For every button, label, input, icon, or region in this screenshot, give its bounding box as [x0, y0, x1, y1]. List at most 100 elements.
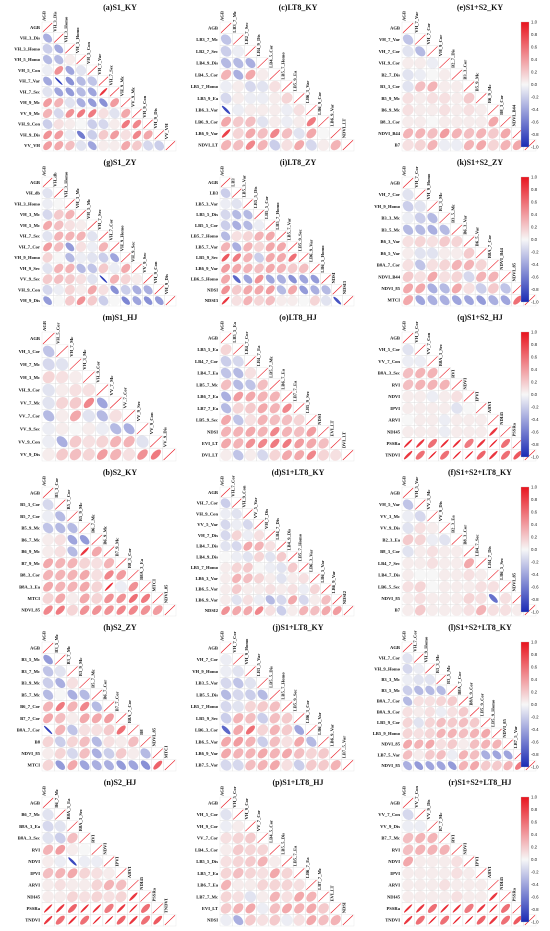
column-label: AGB	[42, 476, 47, 486]
diagonal-mark	[163, 448, 176, 461]
corr-ellipse	[245, 140, 256, 150]
corr-ellipse	[75, 220, 87, 231]
diagonal-mark	[439, 522, 450, 534]
colorbar-tick-label: 0.8	[531, 497, 538, 502]
corr-ellipse	[221, 414, 232, 425]
corr-ellipse	[103, 867, 115, 879]
corr-ellipse	[140, 760, 151, 770]
diagonal-mark	[402, 642, 413, 652]
column-label: LB4_7_Dis	[487, 546, 492, 568]
column-label: NDVI	[463, 378, 468, 390]
diagonal-mark	[76, 55, 86, 65]
corr-ellipse	[257, 748, 268, 759]
diagonal-mark	[115, 868, 127, 879]
corr-ellipse	[67, 832, 78, 844]
corr-ellipse	[67, 569, 78, 581]
corr-panel: (l)S1+S2+LT8_KYAGBVH_7_CorVH_9_HomoB3_3_…	[373, 623, 537, 772]
colorbar-tick-label: 0.2	[531, 690, 538, 695]
diagonal-mark	[488, 879, 499, 891]
corr-ellipse	[427, 844, 438, 855]
corr-ellipse	[451, 128, 462, 139]
panel-title: (p)S1+LT8_HJ	[273, 778, 324, 787]
diagonal-mark	[342, 140, 354, 151]
column-label: LB6_9_Var	[329, 724, 334, 747]
corr-ellipse	[403, 283, 414, 294]
corr-ellipse	[426, 557, 439, 569]
corr-ellipse	[43, 605, 53, 615]
diagonal-mark	[232, 34, 244, 45]
corr-ellipse	[55, 713, 66, 724]
row-label: VH_9_Cor	[197, 824, 218, 829]
corr-ellipse	[79, 724, 91, 736]
corr-ellipse	[143, 285, 153, 295]
corr-ellipse	[233, 391, 244, 402]
diagonal-mark	[427, 46, 438, 57]
row-label: LB4_7_Sec	[378, 561, 400, 566]
corr-ellipse	[269, 104, 281, 116]
corr-ellipse	[402, 653, 413, 664]
column-label: VV_7_Cor	[122, 387, 127, 408]
panel-title: (k)S1+S2_ZY	[457, 158, 504, 167]
corr-ellipse	[469, 717, 480, 728]
diagonal-mark	[330, 438, 342, 449]
corr-ellipse	[244, 449, 257, 461]
row-label: VV_7_Cor	[19, 413, 40, 418]
corr-ellipse	[245, 69, 256, 80]
column-label: B3_5_Mc	[450, 204, 455, 223]
corr-ellipse	[42, 65, 53, 76]
column-label: VH_9_Mc	[120, 76, 125, 96]
corr-ellipse	[414, 92, 426, 104]
corr-ellipse	[475, 259, 487, 271]
corr-ellipse	[476, 904, 486, 913]
corr-ellipse	[116, 915, 126, 925]
corr-ellipse	[299, 274, 309, 284]
column-label: B5_3_Cor	[54, 478, 59, 498]
panel-title: (m)S1_HJ	[103, 313, 138, 322]
row-label: LB4_7_Dis	[196, 544, 218, 549]
diagonal-mark	[67, 666, 78, 677]
diagonal-mark	[91, 689, 103, 700]
corr-ellipse	[281, 879, 293, 891]
diagonal-mark	[103, 856, 115, 867]
corr-ellipse	[66, 736, 78, 748]
corr-ellipse	[245, 725, 255, 735]
column-label: LB6_5_Homo	[320, 245, 325, 273]
corr-ellipse	[488, 283, 499, 294]
corr-ellipse	[403, 295, 414, 306]
corr-ellipse	[55, 409, 69, 423]
corr-ellipse	[75, 274, 87, 285]
corr-ellipse	[245, 58, 256, 69]
row-label: VH_5_Cor	[19, 349, 40, 354]
row-label: LB5_9_Sec	[196, 716, 218, 721]
corr-ellipse	[475, 592, 487, 604]
corr-ellipse	[221, 438, 232, 449]
corr-ellipse	[109, 108, 120, 119]
corr-ellipse	[489, 915, 498, 925]
corr-ellipse	[306, 450, 317, 460]
corr-ellipse	[306, 903, 317, 914]
row-label: B8_3_Cor	[20, 573, 40, 578]
corr-ellipse	[256, 92, 269, 104]
corr-ellipse	[43, 98, 53, 108]
corr-ellipse	[475, 890, 487, 903]
corr-ellipse	[438, 115, 451, 128]
corr-ellipse	[103, 736, 115, 748]
corr-ellipse	[425, 685, 435, 696]
corr-ellipse	[232, 689, 244, 701]
corr-ellipse	[104, 593, 114, 604]
row-label: B8_3_Cor	[380, 119, 400, 124]
corr-ellipse	[221, 606, 230, 616]
row-label: LB7_5_Var	[377, 752, 400, 757]
row-label: VH_7_Var	[19, 79, 40, 84]
corr-ellipse	[55, 760, 66, 770]
corr-ellipse	[330, 915, 341, 926]
corr-ellipse	[79, 760, 90, 771]
corr-ellipse	[402, 414, 414, 426]
row-label: VV_3_Mc	[380, 514, 400, 519]
panel-title: (q)S1+S2_HJ	[457, 313, 502, 322]
column-label: AGB	[219, 476, 224, 486]
column-label: VH_7_Sec	[97, 209, 102, 229]
diagonal-mark	[414, 189, 426, 200]
row-label: LB2_7_Sec	[196, 49, 218, 54]
corr-ellipse	[439, 271, 451, 283]
